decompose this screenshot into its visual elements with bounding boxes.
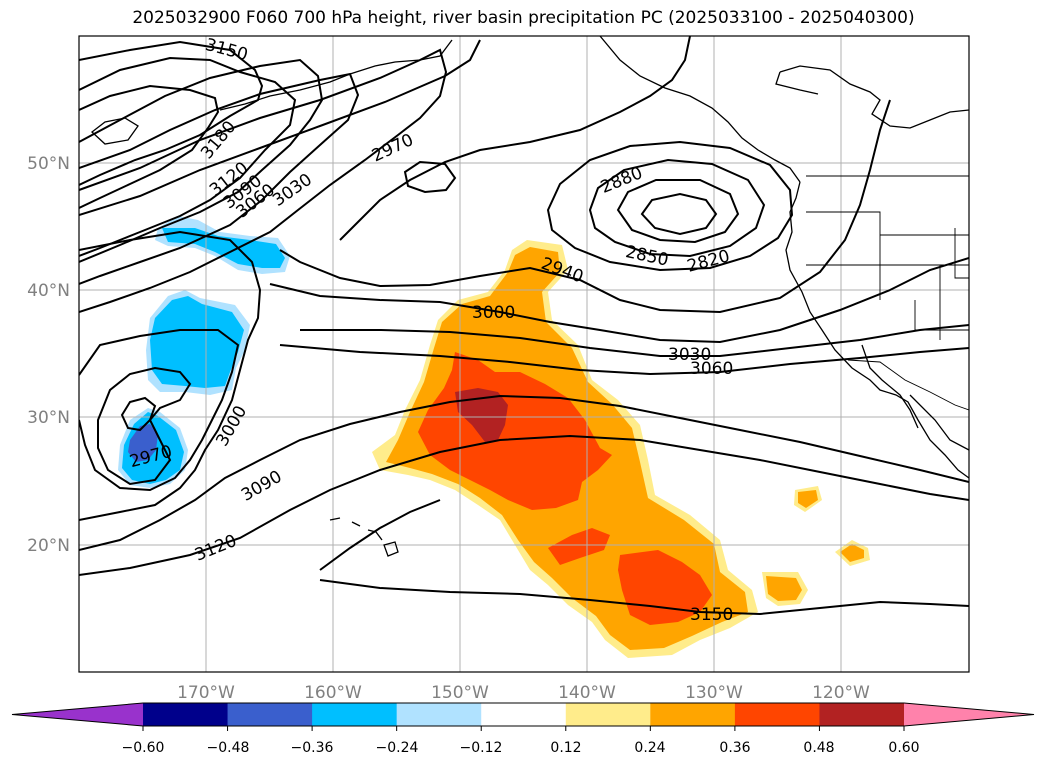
shade-blue-north (162, 228, 285, 268)
colorbar-segment (734, 703, 820, 726)
aleutian-island (90, 117, 139, 145)
lat-tick-labels: 50°N 40°N 30°N 20°N (27, 154, 70, 556)
contour-2940 (279, 99, 891, 314)
contour-3060-east (279, 344, 969, 376)
graticule (79, 36, 969, 672)
contour-3090-north (79, 72, 360, 285)
lat-tick-label: 50°N (27, 154, 70, 174)
contour-3150-south (319, 499, 969, 616)
lon-tick-label: 130°W (685, 683, 743, 703)
baja-coast (861, 344, 919, 429)
colorbar-segment (143, 703, 229, 726)
contour-2970-west (97, 366, 192, 486)
colorbar-tick-label: 0.36 (719, 740, 750, 756)
colorbar-tick-label: 0.60 (888, 740, 919, 756)
positive-precip-shading (372, 240, 870, 658)
colorbar-extend-min (12, 703, 143, 726)
shade-small-2-in (840, 544, 864, 562)
colorbar-tick-label: −0.24 (376, 740, 419, 756)
contour-3000-west (79, 329, 240, 492)
alaska-panhandle-coast (599, 36, 801, 183)
mexico-coast-lower (909, 394, 969, 451)
colorbar-tick-label: −0.60 (122, 740, 165, 756)
colorbar-segment (819, 703, 905, 726)
contour-closed-small (403, 160, 457, 194)
contour-3120-south (79, 434, 969, 576)
lon-tick-label: 140°W (558, 683, 616, 703)
colorbar-tick-label: 0.24 (634, 740, 665, 756)
contour-2820 (616, 179, 740, 244)
contour-3030-mid (79, 230, 262, 521)
shade-small-1-in (798, 490, 818, 508)
colorbar-tick-label: 0.12 (550, 740, 581, 756)
shade-red-mid (548, 528, 610, 565)
colorbar-segment (481, 703, 567, 726)
shade-blue-mid (150, 296, 244, 388)
shade-royal-blue (128, 424, 158, 462)
colorbar-tick-label: 0.48 (803, 740, 834, 756)
map-area: 3150 3180 3120 3090 3060 3030 2970 2880 … (79, 36, 969, 672)
lat-tick-label: 20°N (27, 536, 70, 556)
colorbar-extend-max (904, 703, 1034, 726)
contour-label: 3150 (690, 605, 733, 625)
map-title: 2025032900 F060 700 hPa height, river ba… (132, 8, 915, 28)
colorbar-tick-label: −0.36 (291, 740, 334, 756)
lat-tick-label: 40°N (27, 281, 70, 301)
contour-3150-east (79, 56, 297, 257)
lon-tick-label: 170°W (177, 683, 235, 703)
contour-3180 (79, 84, 220, 209)
colorbar-segment (565, 703, 651, 726)
contour-3090-south (79, 394, 969, 551)
lat-tick-label: 30°N (27, 408, 70, 428)
borders (806, 175, 969, 411)
us-mexico-border (847, 359, 969, 411)
colorbar-tick-label: −0.12 (460, 740, 503, 756)
state-lines (806, 211, 969, 340)
colorbar (11, 702, 1035, 731)
contour-3150 (79, 40, 264, 186)
colorbar-segment (650, 703, 736, 726)
contour-2970-north (339, 36, 691, 241)
contour-2880 (546, 140, 794, 272)
lon-tick-label: 160°W (304, 683, 362, 703)
contour-3060-north (79, 48, 448, 313)
contour-innermost (640, 192, 718, 236)
contour-label: 3060 (690, 359, 733, 379)
colorbar-labels: −0.60 −0.48 −0.36 −0.24 −0.12 0.12 0.24 … (122, 740, 920, 756)
hawaii-islands (329, 517, 399, 557)
contour-inner-west (120, 396, 157, 432)
shade-small-3-in (766, 576, 802, 601)
contour-label: 3000 (472, 303, 515, 323)
colorbar-segment (396, 703, 482, 726)
height-contours (79, 36, 969, 616)
map-frame (78, 35, 970, 673)
contour-3030-north (79, 39, 481, 216)
contour-3000-upper (269, 257, 969, 344)
colorbar-segment (312, 703, 398, 726)
hudson-inner-coast (775, 71, 819, 95)
shade-firebrick (455, 388, 508, 442)
contour-3120-north (79, 58, 324, 263)
lon-tick-label: 120°W (812, 683, 870, 703)
colorbar-tick-label: −0.48 (207, 740, 250, 756)
hudson-coast (779, 65, 969, 129)
contour-3030-east (300, 324, 969, 357)
contour-label: 3030 (668, 345, 711, 365)
contour-2850 (588, 158, 766, 258)
lon-tick-labels: 170°W 160°W 150°W 140°W 130°W 120°W (177, 683, 870, 703)
lon-tick-label: 150°W (431, 683, 489, 703)
colorbar-segment (227, 703, 313, 726)
shade-red-south (618, 550, 712, 625)
